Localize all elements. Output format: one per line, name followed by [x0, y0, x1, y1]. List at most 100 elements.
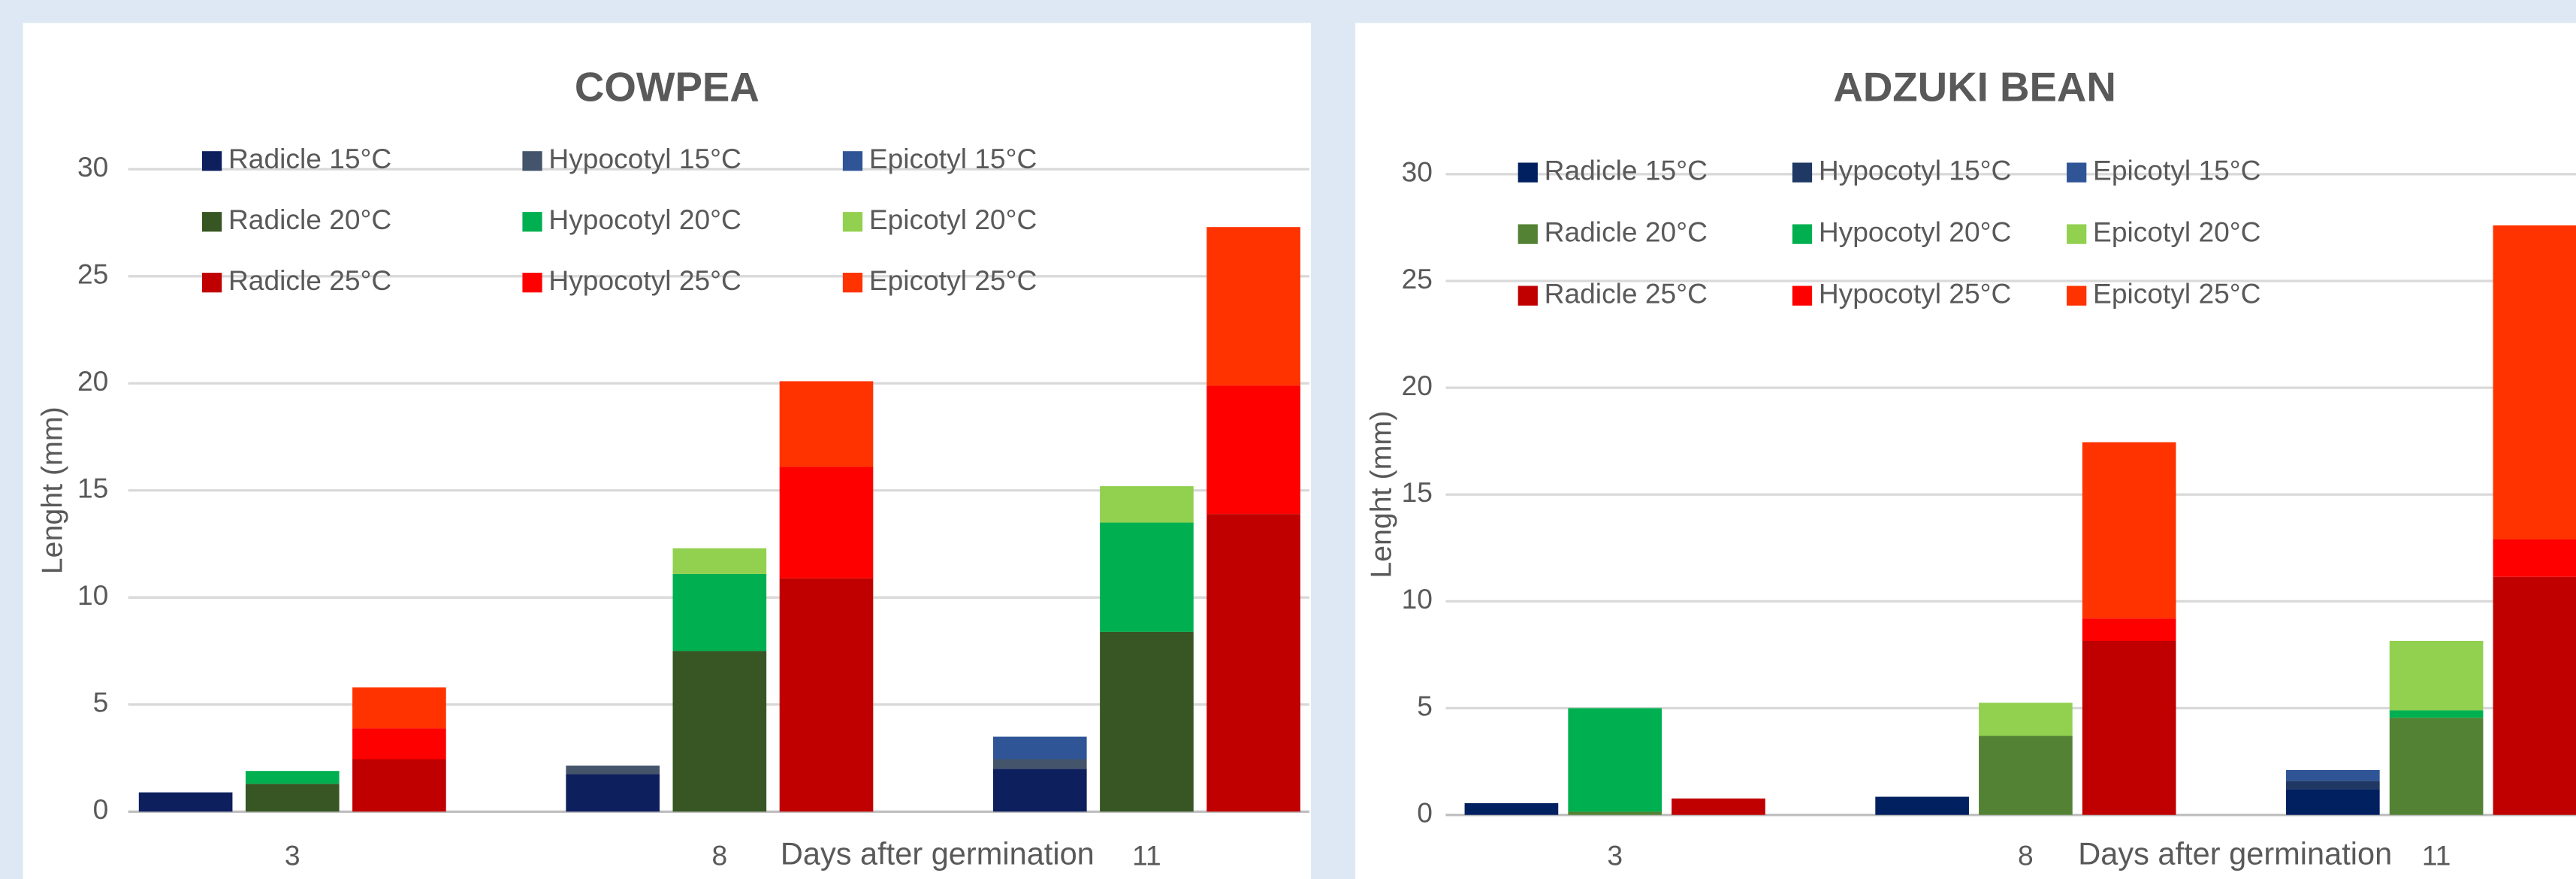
chart-title: ADZUKI BEAN	[1833, 65, 2116, 110]
x-tick-label: 3	[285, 839, 300, 871]
bar-segment	[2493, 225, 2576, 539]
bar-segment	[779, 578, 874, 812]
chart-title: COWPEA	[575, 65, 760, 110]
bar-segment	[352, 759, 446, 812]
y-tick-label: 20	[1402, 370, 1433, 401]
y-tick-label: 30	[77, 151, 108, 183]
y-axis-title: Lenght (mm)	[36, 406, 69, 574]
legend-swatch	[1792, 285, 1813, 306]
legend-swatch	[1792, 162, 1813, 183]
bar-segment	[2286, 770, 2380, 781]
bar-segment	[1100, 631, 1194, 812]
y-tick-label: 15	[77, 473, 108, 504]
bar-segment	[2082, 641, 2176, 815]
legend-swatch	[1518, 224, 1538, 244]
legend-swatch	[1518, 285, 1538, 306]
bar-segment	[1206, 514, 1300, 812]
legend-swatch	[1792, 224, 1813, 244]
x-tick-label: 8	[712, 839, 728, 871]
legend-swatch	[842, 212, 863, 232]
bar-segment	[1672, 798, 1765, 815]
x-tick-label: 8	[2018, 839, 2034, 871]
x-axis-title: Days after germination	[2078, 835, 2392, 871]
y-tick-label: 5	[1417, 690, 1433, 721]
panel	[23, 23, 1312, 879]
y-tick-label: 30	[1402, 156, 1433, 188]
bar-segment	[2082, 618, 2176, 642]
y-tick-label: 25	[77, 258, 108, 290]
bar-segment	[672, 573, 767, 651]
legend-label: Epicotyl 20°C	[2093, 216, 2260, 247]
legend-swatch	[201, 151, 222, 171]
legend-swatch	[842, 273, 863, 293]
legend-label: Radicle 15°C	[228, 143, 391, 174]
legend-label: Epicotyl 15°C	[869, 143, 1037, 174]
y-tick-label: 25	[1402, 263, 1433, 295]
y-tick-label: 15	[1402, 476, 1433, 508]
bar-segment	[992, 759, 1087, 769]
bar-segment	[138, 792, 233, 812]
bar-segment	[352, 728, 446, 760]
legend-label: Hypocotyl 20°C	[548, 204, 741, 235]
bar-segment	[779, 467, 874, 578]
bar-segment	[992, 736, 1087, 760]
bar-segment	[779, 381, 874, 467]
legend-swatch	[522, 273, 542, 293]
bar-segment	[992, 769, 1087, 812]
legend-swatch	[2067, 162, 2087, 183]
bar-segment	[2389, 710, 2484, 718]
x-tick-label: 3	[1607, 839, 1623, 871]
y-tick-label: 10	[77, 579, 108, 611]
bar-segment	[2389, 717, 2484, 815]
legend-swatch	[522, 212, 542, 232]
bar-segment	[1875, 796, 1969, 815]
legend-label: Epicotyl 15°C	[2093, 154, 2260, 186]
x-axis-title: Days after germination	[781, 835, 1095, 871]
legend-swatch	[2067, 224, 2087, 244]
bar-segment	[1100, 522, 1194, 632]
bar-segment	[1206, 385, 1300, 515]
x-tick-label: 11	[1132, 839, 1161, 871]
bar-segment	[1568, 708, 1662, 812]
legend-label: Radicle 15°C	[1545, 154, 1708, 186]
legend-swatch	[842, 151, 863, 171]
y-tick-label: 0	[93, 793, 109, 825]
bar-segment	[352, 687, 446, 729]
legend-swatch	[201, 273, 222, 293]
legend-label: Hypocotyl 20°C	[1819, 216, 2011, 247]
bar-segment	[245, 771, 340, 784]
legend-label: Hypocotyl 15°C	[1819, 154, 2011, 186]
bar-segment	[2286, 781, 2380, 790]
bar-segment	[2389, 641, 2484, 711]
legend-label: Hypocotyl 25°C	[548, 264, 741, 296]
legend-label: Radicle 25°C	[1545, 277, 1708, 309]
y-tick-label: 0	[1417, 797, 1433, 829]
bar-segment	[245, 784, 340, 812]
y-tick-label: 5	[93, 687, 109, 718]
y-axis-title: Lenght (mm)	[1365, 411, 1398, 578]
legend-label: Radicle 20°C	[228, 204, 391, 235]
bar-segment	[1979, 736, 2073, 815]
bar-segment	[1464, 803, 1559, 815]
legend-label: Radicle 20°C	[1545, 216, 1708, 247]
bar-segment	[2493, 539, 2576, 577]
legend-label: Epicotyl 20°C	[869, 204, 1037, 235]
legend-swatch	[522, 151, 542, 171]
bar-segment	[672, 548, 767, 574]
legend-label: Epicotyl 25°C	[869, 264, 1037, 296]
y-tick-label: 10	[1402, 583, 1433, 615]
panel	[1355, 23, 2576, 879]
legend-swatch	[2067, 285, 2087, 306]
bar-segment	[1568, 811, 1662, 815]
bar-segment	[2082, 442, 2176, 619]
bar-segment	[2493, 576, 2576, 815]
bar-segment	[1979, 702, 2073, 736]
bar-segment	[1100, 486, 1194, 523]
x-tick-label: 11	[2422, 839, 2451, 871]
bar-segment	[672, 651, 767, 812]
bar-segment	[1206, 227, 1300, 386]
bar-segment	[566, 774, 660, 812]
legend-label: Hypocotyl 25°C	[1819, 277, 2011, 309]
